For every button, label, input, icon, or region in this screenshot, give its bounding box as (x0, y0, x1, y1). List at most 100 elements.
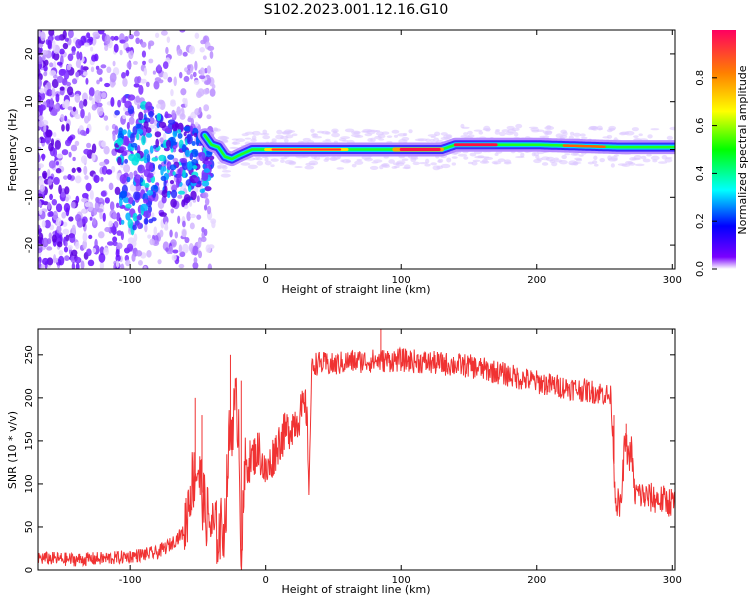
noise-blob (146, 249, 152, 258)
transition-blob (165, 139, 172, 149)
noise-blob (83, 165, 88, 176)
noise-blob (74, 93, 81, 103)
halo-dot (332, 156, 341, 160)
noise-blob (54, 35, 62, 41)
transition-blob (170, 198, 177, 208)
noise-blob (83, 98, 88, 107)
noise-blob (157, 79, 164, 84)
noise-blob (71, 167, 76, 174)
halo-dot (634, 163, 645, 167)
noise-blob (196, 195, 200, 203)
halo-dot (427, 134, 438, 137)
noise-blob (201, 227, 205, 233)
halo-dot (410, 156, 419, 160)
spectrogram-ytick-label: -10 (24, 189, 35, 205)
noise-blob (209, 50, 214, 59)
halo-dot (451, 162, 457, 166)
halo-dot (336, 167, 345, 170)
noise-blob (103, 115, 109, 121)
noise-blob (189, 73, 193, 80)
transition-blob (172, 171, 176, 176)
halo-dot (313, 155, 321, 161)
halo-dot (478, 130, 484, 135)
noise-blob (49, 98, 54, 108)
noise-blob (106, 169, 113, 175)
noise-blob (75, 213, 82, 222)
noise-blob (77, 167, 82, 173)
noise-blob (61, 211, 67, 219)
noise-blob (122, 77, 128, 88)
noise-blob (128, 33, 134, 40)
noise-blob (124, 36, 129, 42)
noise-blob (207, 263, 213, 269)
noise-blob (198, 106, 202, 114)
halo-dot (271, 138, 277, 142)
noise-blob (48, 160, 56, 169)
noise-blob (42, 257, 49, 266)
noise-blob (48, 142, 54, 152)
transition-blob (143, 149, 149, 155)
noise-blob (58, 249, 64, 256)
noise-blob (186, 64, 192, 70)
noise-blob (38, 43, 44, 48)
noise-blob (75, 241, 80, 250)
halo-dot (440, 163, 451, 169)
transition-blob (156, 112, 162, 122)
halo-dot (217, 165, 222, 170)
noise-blob (94, 89, 101, 100)
noise-blob (56, 75, 64, 84)
noise-blob (142, 60, 146, 65)
halo-dot (647, 134, 653, 139)
transition-blob (160, 175, 167, 182)
noise-blob (88, 95, 93, 101)
halo-dot (323, 158, 329, 163)
noise-blob (42, 170, 48, 179)
halo-dot (311, 133, 319, 138)
halo-dot (217, 135, 228, 141)
transition-blob (143, 121, 149, 129)
noise-blob (111, 165, 116, 173)
noise-blob (132, 60, 138, 65)
noise-blob (64, 240, 68, 247)
noise-blob (38, 30, 41, 38)
noise-blob (153, 80, 160, 90)
halo-dot (280, 157, 288, 160)
noise-blob (141, 50, 147, 58)
halo-dot (445, 134, 453, 139)
halo-dot (541, 162, 549, 166)
transition-blob (190, 190, 197, 201)
noise-blob (180, 88, 187, 96)
noise-blob (43, 124, 47, 133)
noise-blob (102, 212, 106, 222)
noise-blob (44, 59, 49, 66)
noise-blob (199, 47, 205, 53)
halo-dot (294, 166, 303, 169)
halo-dot (308, 160, 319, 166)
noise-blob (99, 261, 105, 269)
noise-blob (82, 66, 89, 71)
halo-dot (364, 132, 373, 137)
transition-blob (194, 177, 200, 183)
noise-blob (100, 190, 107, 197)
noise-blob (72, 106, 77, 112)
halo-dot (425, 138, 431, 143)
noise-blob (184, 237, 190, 244)
noise-blob (120, 263, 125, 269)
halo-dot (617, 163, 628, 166)
noise-blob (116, 230, 123, 236)
noise-blob (38, 193, 43, 198)
transition-blob (153, 184, 158, 190)
transition-blob (120, 219, 125, 225)
noise-blob (61, 124, 65, 132)
halo-dot (572, 161, 579, 166)
noise-blob (178, 263, 185, 269)
noise-blob (193, 79, 200, 85)
transition-blob (191, 140, 196, 146)
noise-blob (99, 161, 106, 167)
noise-blob (89, 189, 94, 200)
transition-blob (122, 95, 127, 104)
transition-blob (126, 176, 131, 183)
transition-blob (117, 156, 122, 166)
noise-blob (110, 97, 115, 107)
